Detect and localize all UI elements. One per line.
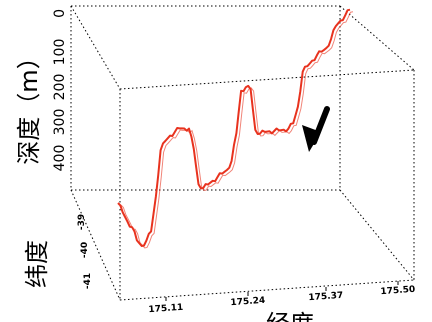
series-depth <box>117 8 354 249</box>
y-tick-label: 300 <box>52 109 68 136</box>
x-tick-label: 175.11 <box>148 303 183 315</box>
box-edge <box>119 279 415 301</box>
z-tick-label: -41 <box>83 273 93 289</box>
box-edge <box>119 69 415 90</box>
y-tick-label: 100 <box>52 39 68 66</box>
x-tick-label: 175.24 <box>230 296 265 308</box>
x-axis-title: 经度 <box>266 310 314 322</box>
box-edge <box>339 5 415 71</box>
x-tick-marks <box>165 281 399 301</box>
arrow-head <box>302 125 321 152</box>
depth-line <box>117 8 351 247</box>
arrow-annotation <box>302 106 330 152</box>
z-tick-label: -40 <box>80 242 90 258</box>
x-tick-label: 175.37 <box>308 291 343 303</box>
y-tick-label: 200 <box>52 74 68 101</box>
x-tick-labels: 175.11 175.24 175.37 175.50 <box>148 285 415 315</box>
z-axis-title: 纬度 <box>23 240 51 288</box>
y-tick-label: 0 <box>52 9 68 18</box>
z-tick-labels: -39 -40 -41 <box>77 214 93 289</box>
y-tick-label: 400 <box>52 145 68 172</box>
x-tick-label: 175.50 <box>380 285 415 297</box>
depth-line-shadow <box>120 11 354 249</box>
y-tick-labels: 0 100 200 300 400 <box>52 9 68 171</box>
box-frame <box>70 5 415 301</box>
box-edge <box>70 189 121 301</box>
box-edge <box>70 5 121 90</box>
box-edge <box>339 189 415 281</box>
y-axis-title: 深度（m） <box>15 45 43 164</box>
z-tick-label: -39 <box>77 214 87 230</box>
